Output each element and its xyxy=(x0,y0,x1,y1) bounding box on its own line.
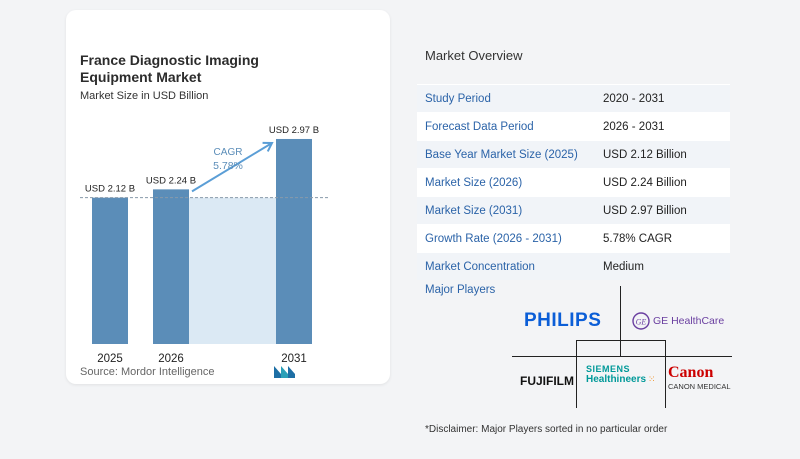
bar-2026 xyxy=(153,189,189,344)
overview-key: Forecast Data Period xyxy=(425,120,534,133)
overview-row: Base Year Market Size (2025) USD 2.12 Bil… xyxy=(417,140,730,168)
market-overview-table: Study Period 2020 - 2031 Forecast Data Per… xyxy=(417,84,730,280)
siemens-healthineers-logo: SIEMENS Healthineers ⁙ xyxy=(586,364,666,385)
overview-key: Market Size (2026) xyxy=(425,176,523,189)
overview-value: Medium xyxy=(603,260,644,273)
overview-key: Study Period xyxy=(425,92,491,105)
svg-text:GE: GE xyxy=(636,318,647,327)
healthineers-label: Healthineers xyxy=(586,374,647,385)
disclaimer-text: *Disclaimer: Major Players sorted in no … xyxy=(425,424,668,435)
data-label-2031: USD 2.97 B xyxy=(269,125,319,136)
ge-monogram-icon: GE xyxy=(632,312,650,330)
cagr-value: 5.78% xyxy=(213,160,243,172)
canon-label: Canon xyxy=(668,364,714,381)
canon-medical-logo: Canon CANON MEDICAL xyxy=(668,364,738,391)
overview-value: 2020 - 2031 xyxy=(603,92,665,105)
healthineers-dots-icon: ⁙ xyxy=(648,374,656,384)
source-text: Source: Mordor Intelligence xyxy=(80,366,215,378)
overview-row: Study Period 2020 - 2031 xyxy=(417,84,730,112)
overview-row: Forecast Data Period 2026 - 2031 xyxy=(417,112,730,140)
grid-divider xyxy=(576,340,666,341)
siemens-label: SIEMENS xyxy=(586,364,631,374)
market-overview-title: Market Overview xyxy=(425,48,523,63)
overview-key: Base Year Market Size (2025) xyxy=(425,148,578,161)
overview-value: 5.78% CAGR xyxy=(603,232,673,245)
data-label-2025: USD 2.12 B xyxy=(85,184,135,195)
philips-logo: PHILIPS xyxy=(524,310,602,331)
x-tick-2026: 2026 xyxy=(158,353,184,365)
chart-card: France Diagnostic Imaging Equipment Mark… xyxy=(66,10,390,384)
ge-healthcare-logo: GE GE HealthCare xyxy=(632,311,724,331)
overview-key: Market Size (2031) xyxy=(425,204,523,217)
data-label-2026: USD 2.24 B xyxy=(146,175,196,186)
grid-divider xyxy=(576,340,577,408)
x-tick-2025: 2025 xyxy=(97,353,123,365)
fujifilm-logo: FUJIFILM xyxy=(520,374,574,388)
overview-value: USD 2.24 Billion xyxy=(603,176,687,189)
mordor-logo-icon xyxy=(274,366,295,378)
cagr-band xyxy=(189,197,276,344)
overview-key: Growth Rate (2026 - 2031) xyxy=(425,232,562,245)
grid-divider xyxy=(512,356,732,357)
x-tick-2031: 2031 xyxy=(281,353,307,365)
overview-value: 2026 - 2031 xyxy=(603,120,665,133)
cagr-label: CAGR xyxy=(214,147,243,158)
bar-2031 xyxy=(276,138,312,344)
overview-row: Market Concentration Medium xyxy=(417,252,730,280)
bar-chart: USD 2.12 B USD 2.24 B USD 2.97 B 2025 2026 20… xyxy=(80,125,328,365)
bar-2025 xyxy=(92,197,128,344)
chart-subtitle: Market Size in USD Billion xyxy=(80,90,209,102)
canon-medical-label: CANON MEDICAL xyxy=(668,382,731,391)
overview-row: Growth Rate (2026 - 2031) 5.78% CAGR xyxy=(417,224,730,252)
grid-divider xyxy=(620,286,621,356)
overview-row: Market Size (2026) USD 2.24 Billion xyxy=(417,168,730,196)
grid-divider xyxy=(665,340,666,408)
overview-value: USD 2.97 Billion xyxy=(603,204,687,217)
cagr-arrow-head-icon xyxy=(262,141,274,152)
cagr-arrow-line xyxy=(191,142,273,193)
ge-healthcare-label: GE HealthCare xyxy=(653,315,725,327)
major-players-title: Major Players xyxy=(425,284,496,296)
overview-value: USD 2.12 Billion xyxy=(603,148,687,161)
chart-title: France Diagnostic Imaging Equipment Mark… xyxy=(80,52,259,85)
overview-key: Market Concentration xyxy=(425,260,535,273)
overview-row: Market Size (2031) USD 2.97 Billion xyxy=(417,196,730,224)
